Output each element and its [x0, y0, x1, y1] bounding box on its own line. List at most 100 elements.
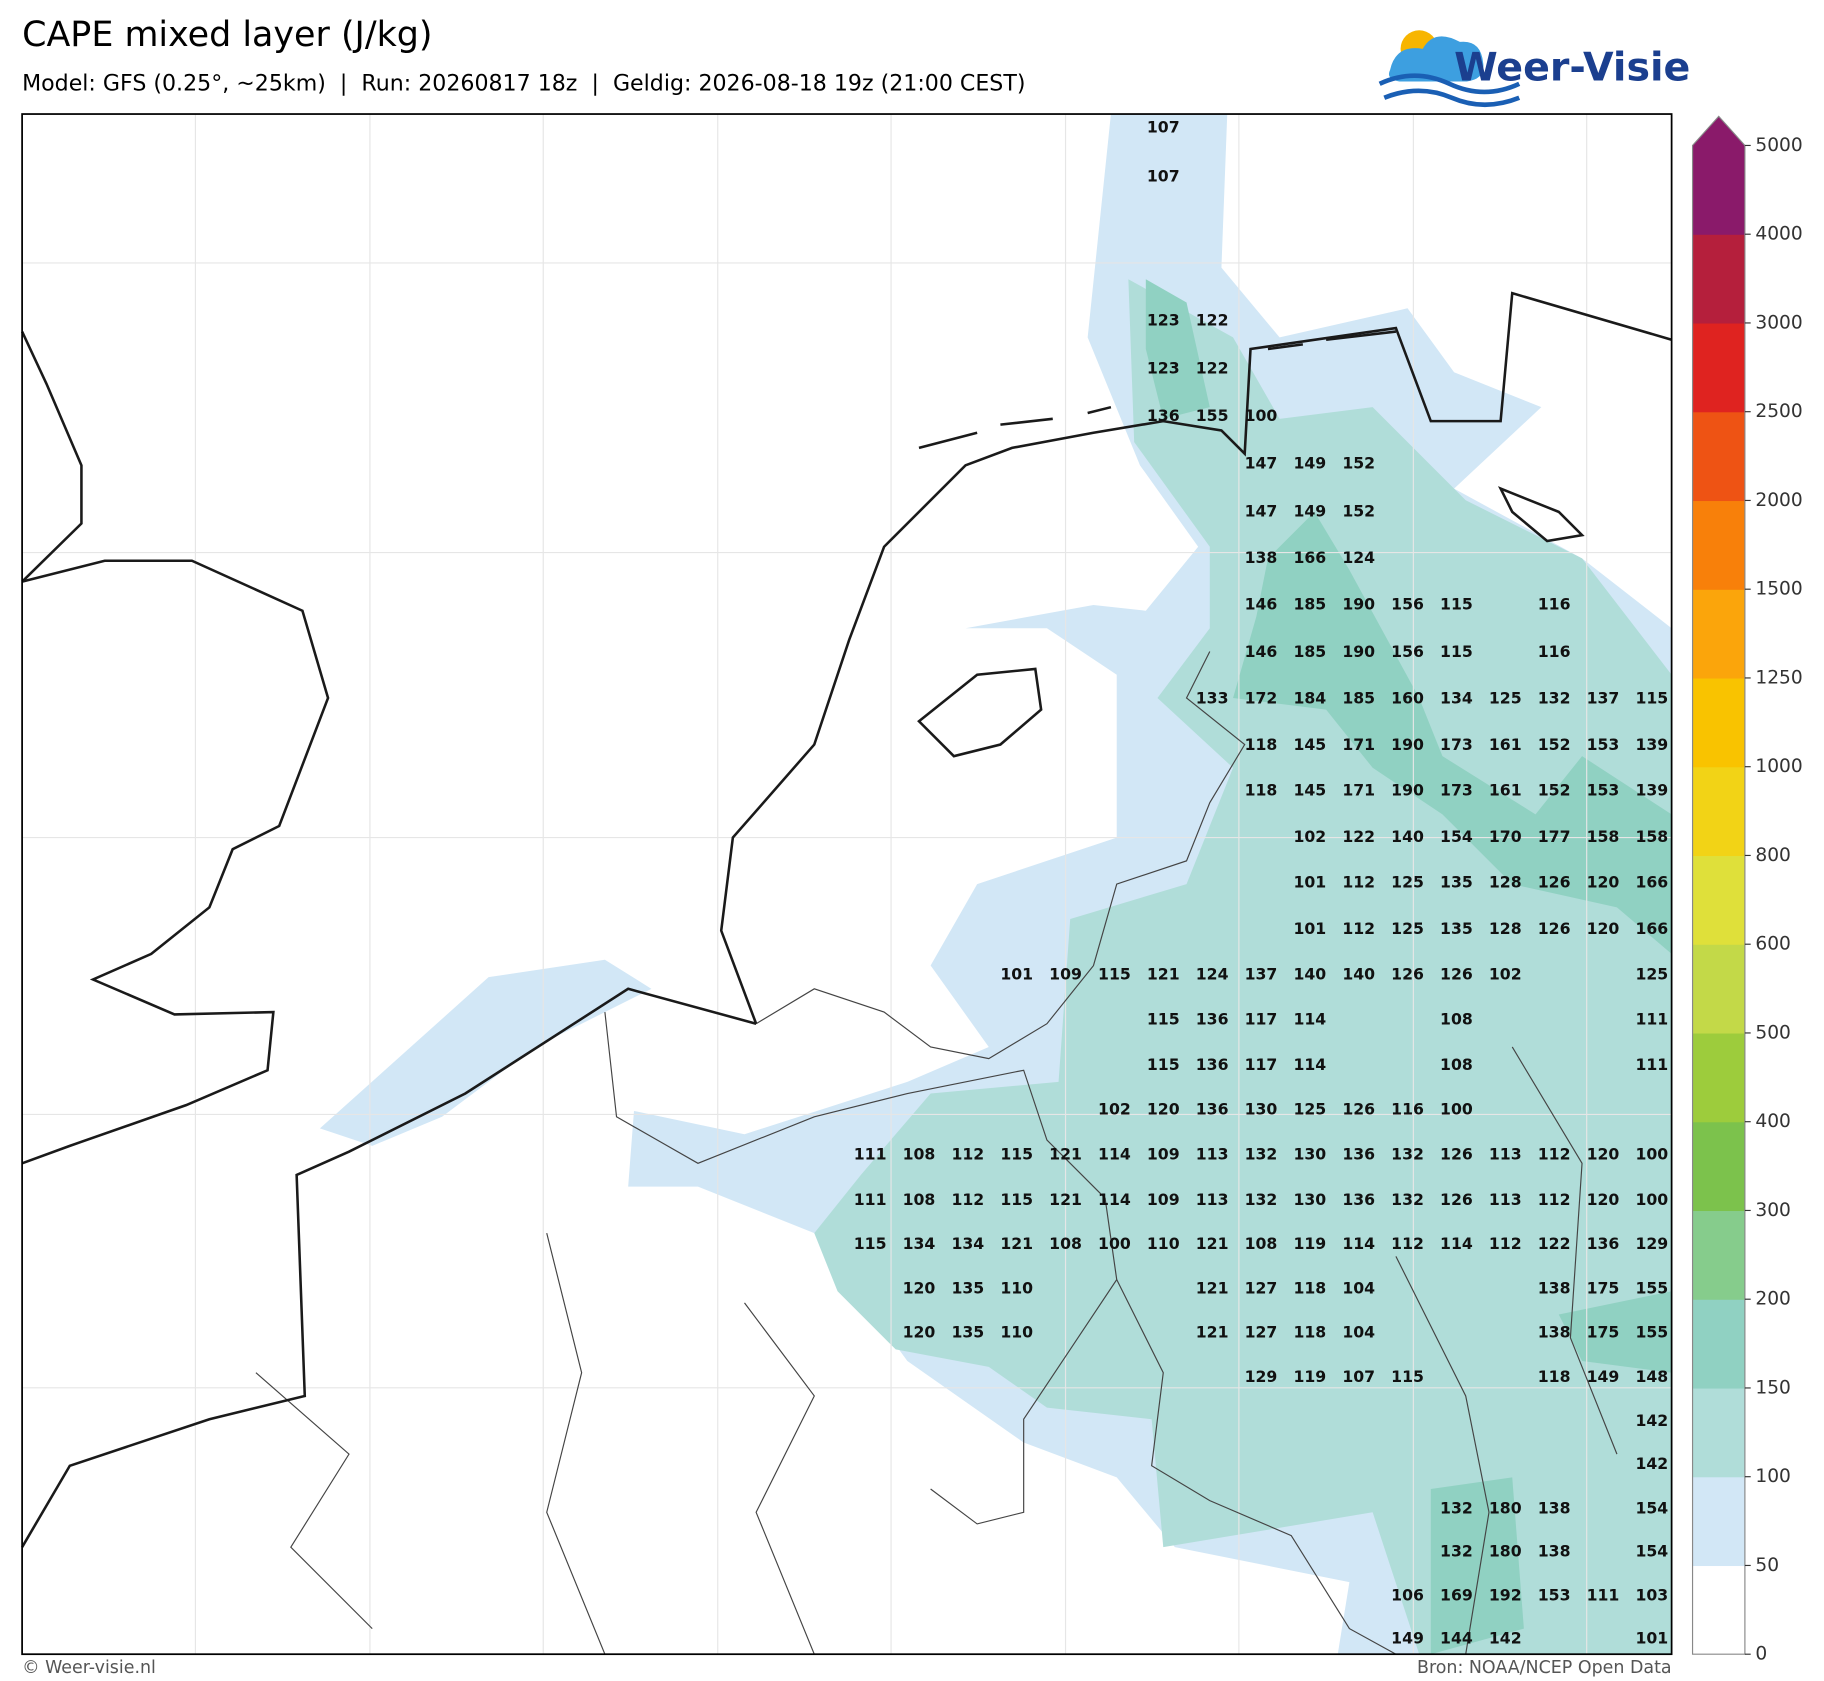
- grid-label: 145: [1293, 735, 1326, 754]
- grid-label: 129: [1245, 1367, 1278, 1386]
- colorbar-band: [1692, 1210, 1745, 1300]
- cape-150: [1145, 279, 1672, 1655]
- grid-label: 172: [1245, 689, 1278, 708]
- grid-label: 107: [1147, 166, 1180, 185]
- grid-label: 121: [1196, 1234, 1229, 1253]
- grid-label: 132: [1391, 1145, 1424, 1164]
- grid-label: 136: [1342, 1190, 1375, 1209]
- colorbar-tick-label: 100: [1755, 1466, 1791, 1487]
- footer-right: Bron: NOAA/NCEP Open Data: [1417, 1658, 1672, 1678]
- grid-label: 158: [1587, 827, 1620, 846]
- logo: Weer-Visie: [1378, 30, 1690, 107]
- grid-label: 166: [1293, 548, 1326, 567]
- grid-label: 101: [1293, 872, 1326, 891]
- grid-label: 116: [1391, 1099, 1424, 1118]
- colorbar-tick-label: 500: [1755, 1022, 1791, 1043]
- grid-label: 109: [1147, 1190, 1180, 1209]
- title: CAPE mixed layer (J/kg): [22, 15, 432, 55]
- grid-label: 147: [1245, 454, 1278, 473]
- grid-label: 111: [1635, 1010, 1668, 1029]
- colorbar-tick-label: 3000: [1755, 312, 1802, 333]
- grid-label: 112: [1342, 872, 1375, 891]
- borders: [255, 651, 1618, 1655]
- grid-label: 184: [1293, 689, 1326, 708]
- grid-label: 148: [1635, 1367, 1668, 1386]
- grid-label: 155: [1635, 1323, 1668, 1342]
- grid-label: 126: [1440, 1145, 1473, 1164]
- colorbar-band: [1692, 1121, 1745, 1212]
- grid-label: 161: [1489, 735, 1522, 754]
- grid-label: 136: [1196, 1099, 1229, 1118]
- colorbar-tick-label: 600: [1755, 934, 1791, 955]
- grid-label: 136: [1587, 1234, 1620, 1253]
- logo-text: Weer-Visie: [1454, 44, 1690, 90]
- grid-label: 111: [1635, 1055, 1668, 1074]
- grid-label: 190: [1391, 735, 1424, 754]
- grid-label: 153: [1538, 1586, 1571, 1605]
- colorbar-tick-label: 0: [1755, 1644, 1767, 1665]
- grid-label: 113: [1196, 1190, 1229, 1209]
- grid-label: 112: [1342, 919, 1375, 938]
- grid-label: 101: [1635, 1629, 1668, 1648]
- grid-label: 106: [1391, 1586, 1424, 1605]
- colorbar-tick-label: 150: [1755, 1377, 1791, 1398]
- grid-label: 146: [1245, 642, 1278, 661]
- grid-label: 120: [903, 1323, 936, 1342]
- grid-label: 134: [903, 1234, 936, 1253]
- grid-label: 190: [1342, 594, 1375, 613]
- grid-label: 132: [1440, 1541, 1473, 1560]
- grid-label: 152: [1342, 454, 1375, 473]
- grid-label: 119: [1293, 1234, 1326, 1253]
- grid-label: 112: [1538, 1190, 1571, 1209]
- grid-label: 127: [1245, 1278, 1278, 1297]
- logo-cloud: [1388, 36, 1484, 82]
- grid-label: 160: [1391, 689, 1424, 708]
- colorbar-band: [1692, 145, 1745, 235]
- colorbar-band: [1692, 500, 1745, 590]
- grid-label: 101: [1000, 964, 1033, 983]
- grid-label: 171: [1342, 781, 1375, 800]
- grid-label: 145: [1293, 781, 1326, 800]
- grid-label: 114: [1098, 1145, 1131, 1164]
- grid-label: 122: [1538, 1234, 1571, 1253]
- grid-label: 111: [1587, 1586, 1620, 1605]
- grid-label: 132: [1538, 689, 1571, 708]
- grid-label: 149: [1293, 454, 1326, 473]
- grid-label: 138: [1245, 548, 1278, 567]
- grid-label: 119: [1293, 1367, 1326, 1386]
- grid-label: 111: [854, 1190, 887, 1209]
- grid-label: 118: [1538, 1367, 1571, 1386]
- grid-label: 121: [1196, 1323, 1229, 1342]
- grid-label: 135: [951, 1278, 984, 1297]
- grid-label: 115: [1440, 594, 1473, 613]
- grid-label: 147: [1245, 501, 1278, 520]
- grid-label: 110: [1000, 1278, 1033, 1297]
- grid-label: 137: [1245, 964, 1278, 983]
- colorbar-tick-label: 200: [1755, 1289, 1791, 1310]
- grid-label: 190: [1391, 781, 1424, 800]
- grid-label: 185: [1342, 689, 1375, 708]
- grid-label: 108: [903, 1190, 936, 1209]
- grid-label: 149: [1293, 501, 1326, 520]
- grid-label: 126: [1440, 1190, 1473, 1209]
- grid-label: 115: [1000, 1145, 1033, 1164]
- grid-label: 102: [1098, 1099, 1131, 1118]
- grid-label: 175: [1587, 1278, 1620, 1297]
- grid-label: 152: [1538, 735, 1571, 754]
- grid-label: 121: [1049, 1145, 1082, 1164]
- grid-label: 185: [1293, 594, 1326, 613]
- grid-label: 102: [1489, 964, 1522, 983]
- colorbar-extend: [1692, 116, 1745, 146]
- grid-label: 126: [1440, 964, 1473, 983]
- logo-waves: [1378, 73, 1521, 107]
- map-frame: [21, 113, 1673, 1656]
- grid-label: 126: [1342, 1099, 1375, 1118]
- colorbar-band: [1692, 1565, 1745, 1655]
- grid-label: 117: [1245, 1010, 1278, 1029]
- grid-label: 120: [1587, 872, 1620, 891]
- colorbar-tick-label: 300: [1755, 1200, 1791, 1221]
- grid-label: 127: [1245, 1323, 1278, 1342]
- grid-labels: 107 107 123 122 123 122 136 155 100 147 149 152 147 1…: [854, 118, 1669, 1648]
- grid-label: 125: [1391, 872, 1424, 891]
- grid-label: 142: [1489, 1629, 1522, 1648]
